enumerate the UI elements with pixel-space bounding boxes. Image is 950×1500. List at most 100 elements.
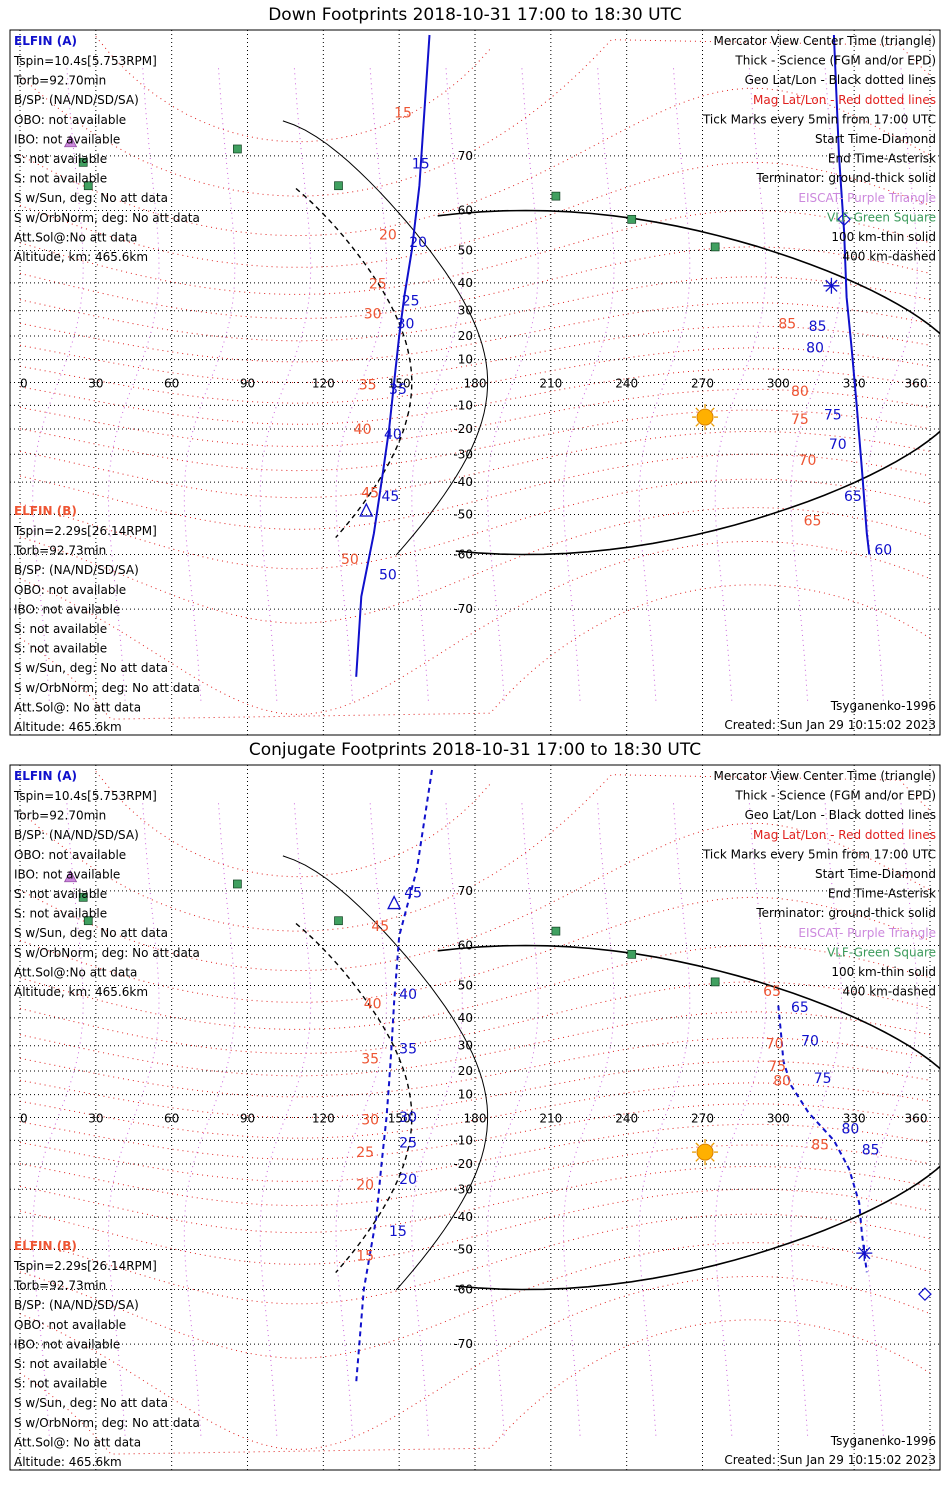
elfin-a-info-line: Torb=92.70min — [13, 809, 106, 823]
elfin-b-track-line — [355, 34, 431, 677]
elfin-b-info-line: Att.Sol@: No att data — [14, 1435, 141, 1449]
elfin-b-info-line: S: not available — [14, 1357, 107, 1371]
legend-entry: Mercator View Center Time (triangle) — [714, 34, 936, 48]
elfin-a-info-line: OBO: not available — [14, 848, 126, 862]
lat-tick-label: 70 — [458, 884, 473, 898]
elfin-a-info-line: IBO: not available — [14, 132, 120, 146]
lat-tick-label: -60 — [453, 548, 473, 562]
elfin-b-view-triangle — [387, 895, 402, 910]
elfin-a-mag-label: 75 — [791, 412, 809, 428]
elfin-b-track-tick-label: 40 — [399, 987, 417, 1003]
elfin-b-info-line: S w/OrbNorm, deg: No att data — [14, 681, 200, 695]
mag-lon-line — [259, 799, 312, 1436]
panel-1-title: Down Footprints 2018-10-31 17:00 to 18:3… — [268, 5, 682, 25]
elfin-b-mag-label: 40 — [354, 422, 372, 438]
elfin-a-start-diamond — [837, 212, 851, 227]
elfin-a-start-diamond — [918, 1287, 932, 1302]
vlf-station-marker — [233, 879, 242, 889]
mag-lon-line — [259, 64, 312, 701]
mag-lat-line — [95, 36, 491, 143]
elfin-b-info-line: Tspin=2.29s[26.14RPM] — [13, 524, 157, 538]
elfin-b-mag-label: 30 — [361, 1112, 379, 1128]
terminator-400km — [295, 922, 413, 1274]
elfin-b-info-line: S: not available — [14, 622, 107, 636]
mag-lat-line — [19, 1144, 931, 1207]
elfin-b-info-line: S: not available — [14, 1377, 107, 1391]
elfin-b-info-line: Altitude: 465.6km — [14, 720, 122, 734]
mag-lat-line — [19, 246, 931, 319]
elfin-a-header: ELFIN (A) — [14, 34, 77, 48]
vlf-station-marker — [710, 977, 720, 987]
elfin-b-mag-label: 35 — [359, 377, 377, 393]
elfin-a-mag-label: 85 — [778, 317, 796, 333]
mag-lon-line — [487, 64, 539, 701]
terminator-100km — [282, 855, 489, 1291]
mag-lon-line — [183, 799, 236, 1436]
lat-tick-label: 30 — [458, 1039, 473, 1053]
vlf-station-marker — [78, 892, 88, 902]
elfin-b-track-tick-label: 35 — [389, 382, 407, 398]
vlf-station-marker — [710, 242, 720, 252]
elfin-a-info-line: S: not available — [14, 152, 107, 166]
mag-lat-line — [19, 1242, 931, 1359]
elfin-b-track-tick-label: 20 — [409, 235, 427, 251]
elfin-b-info-line: OBO: not available — [14, 583, 126, 597]
elfin-a-track-tick-label: 65 — [844, 489, 862, 505]
mag-lon-line — [107, 64, 160, 701]
elfin-b-info-line: S w/Sun, deg: No att data — [14, 1396, 168, 1410]
elfin-a-info-line: OBO: not available — [14, 113, 126, 127]
elfin-b-mag-label: 25 — [356, 1145, 374, 1161]
legend-entry: Start Time-Diamond — [815, 132, 936, 146]
elfin-a-info-line: S: not available — [14, 907, 107, 921]
lon-tick-label: 30 — [88, 377, 103, 391]
elfin-a-track-tick-label: 80 — [842, 1121, 860, 1137]
mag-lon-line — [411, 64, 463, 701]
sun-ray — [695, 1142, 700, 1147]
lon-tick-label: 180 — [464, 1112, 487, 1126]
elfin-b-mag-label: 20 — [356, 1177, 374, 1193]
legend-entry: Terminator: ground-thick solid — [755, 906, 936, 920]
vlf-station-marker — [551, 191, 561, 201]
elfin-b-track-tick-label: 50 — [379, 567, 397, 583]
elfin-b-info-line: Att.Sol@: No att data — [14, 700, 141, 714]
elfin-b-track-tick-label: 20 — [399, 1172, 417, 1188]
mag-lon-line — [562, 64, 615, 701]
lon-tick-label: 270 — [691, 377, 714, 391]
elfin-b-mag-label: 40 — [364, 997, 382, 1013]
elfin-b-track-tick-label: 45 — [381, 489, 399, 505]
elfin-b-track-tick-label: 45 — [404, 885, 422, 901]
lat-tick-label: 60 — [458, 938, 473, 952]
vlf-station-marker — [233, 144, 242, 154]
elfin-b-track-tick-label: 25 — [402, 293, 420, 309]
lat-tick-label: -70 — [453, 602, 473, 616]
sun-ray — [710, 1157, 715, 1162]
legend-entry: 400 km-dashed — [842, 985, 936, 999]
elfin-a-track-tick-label: 60 — [874, 543, 892, 559]
mag-lon-line — [866, 64, 918, 701]
elfin-b-view-triangle — [359, 502, 374, 517]
elfin-a-info-line: Att.Sol@:No att data — [14, 965, 137, 979]
lon-tick-label: 360 — [905, 377, 928, 391]
mag-lon-line — [335, 799, 388, 1436]
legend-entry: End Time-Asterisk — [828, 887, 936, 901]
sun-ray — [710, 422, 715, 427]
elfin-b-track-tick-label: 30 — [397, 317, 415, 333]
mag-lon-line — [562, 799, 615, 1436]
lat-tick-label: 20 — [458, 329, 473, 343]
elfin-a-info-line: B/SP: (NA/ND/SD/SA) — [14, 93, 139, 107]
lon-tick-label: 90 — [240, 1112, 255, 1126]
elfin-b-track-tick-label: 40 — [384, 427, 402, 443]
lat-tick-label: -50 — [453, 508, 473, 522]
elfin-b-mag-label: 35 — [361, 1052, 379, 1068]
elfin-b-info-line: IBO: not available — [14, 1337, 120, 1351]
elfin-b-info-line: S w/OrbNorm, deg: No att data — [14, 1416, 200, 1430]
legend-entry: Tick Marks every 5min from 17:00 UTC — [702, 847, 936, 861]
panel-map-area: 0 30 60 90 120 150 180 210 240 270 300 330 360706050… — [10, 765, 940, 1470]
lat-tick-label: -10 — [453, 398, 473, 412]
lon-tick-label: 300 — [767, 377, 790, 391]
legend-entry: VLF-Green Square — [827, 945, 936, 959]
elfin-b-mag-label: 30 — [364, 307, 382, 323]
mag-lat-line — [19, 1165, 931, 1234]
lat-tick-label: -60 — [453, 1283, 473, 1297]
panel-map-area: 0 30 60 90 120 150 180 210 240 270 300 330 360706050… — [10, 30, 940, 735]
